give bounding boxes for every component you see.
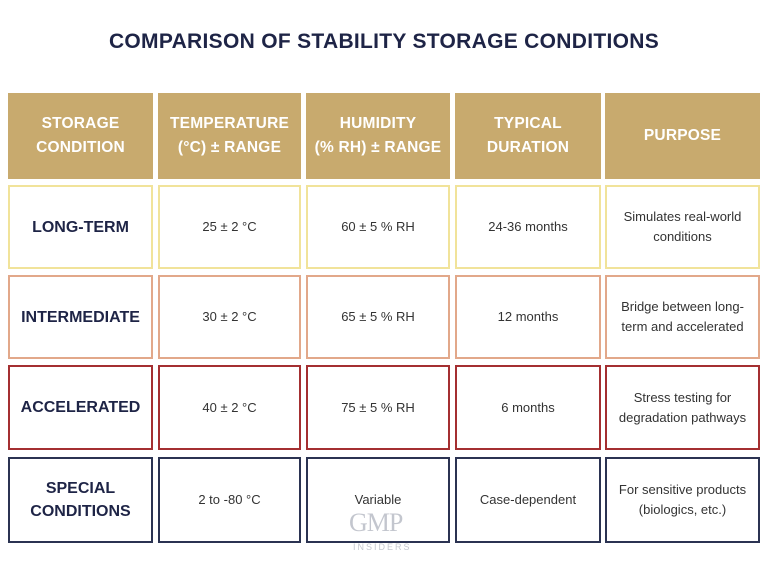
row-intermediate-duration: 12 months	[455, 275, 601, 359]
row-intermediate-temperature: 30 ± 2 °C	[158, 275, 301, 359]
row-accelerated-condition: ACCELERATED	[8, 365, 153, 450]
header-typical-duration: TYPICAL DURATION	[455, 93, 601, 179]
row-special-conditions-duration: Case-dependent	[455, 457, 601, 543]
header-temperature: TEMPERATURE (°C) ± RANGE	[158, 93, 301, 179]
row-intermediate-condition: INTERMEDIATE	[8, 275, 153, 359]
header-storage-condition: STORAGE CONDITION	[8, 93, 153, 179]
row-special-conditions-purpose: For sensitive products (biologics, etc.)	[605, 457, 760, 543]
header-humidity: HUMIDITY (% RH) ± RANGE	[306, 93, 450, 179]
header-purpose: PURPOSE	[605, 93, 760, 179]
row-long-term-condition: LONG-TERM	[8, 185, 153, 269]
row-long-term-humidity: 60 ± 5 % RH	[306, 185, 450, 269]
row-intermediate-humidity: 65 ± 5 % RH	[306, 275, 450, 359]
page-title: COMPARISON OF STABILITY STORAGE CONDITIO…	[108, 30, 660, 53]
watermark-subtitle-text: INSIDERS	[353, 542, 412, 552]
row-long-term-purpose: Simulates real-world conditions	[605, 185, 760, 269]
row-accelerated-temperature: 40 ± 2 °C	[158, 365, 301, 450]
row-long-term-duration: 24-36 months	[455, 185, 601, 269]
row-special-conditions-temperature: 2 to -80 °C	[158, 457, 301, 543]
row-accelerated-duration: 6 months	[455, 365, 601, 450]
gmp-insiders-watermark-logo: GMP INSIDERS	[345, 508, 425, 558]
row-special-conditions-condition: SPECIAL CONDITIONS	[8, 457, 153, 543]
watermark-logo-text: GMP	[349, 508, 403, 537]
row-special-conditions-humidity: Variable	[306, 457, 450, 543]
row-accelerated-humidity: 75 ± 5 % RH	[306, 365, 450, 450]
row-long-term-temperature: 25 ± 2 °C	[158, 185, 301, 269]
row-intermediate-purpose: Bridge between long- term and accelerate…	[605, 275, 760, 359]
row-accelerated-purpose: Stress testing for degradation pathways	[605, 365, 760, 450]
